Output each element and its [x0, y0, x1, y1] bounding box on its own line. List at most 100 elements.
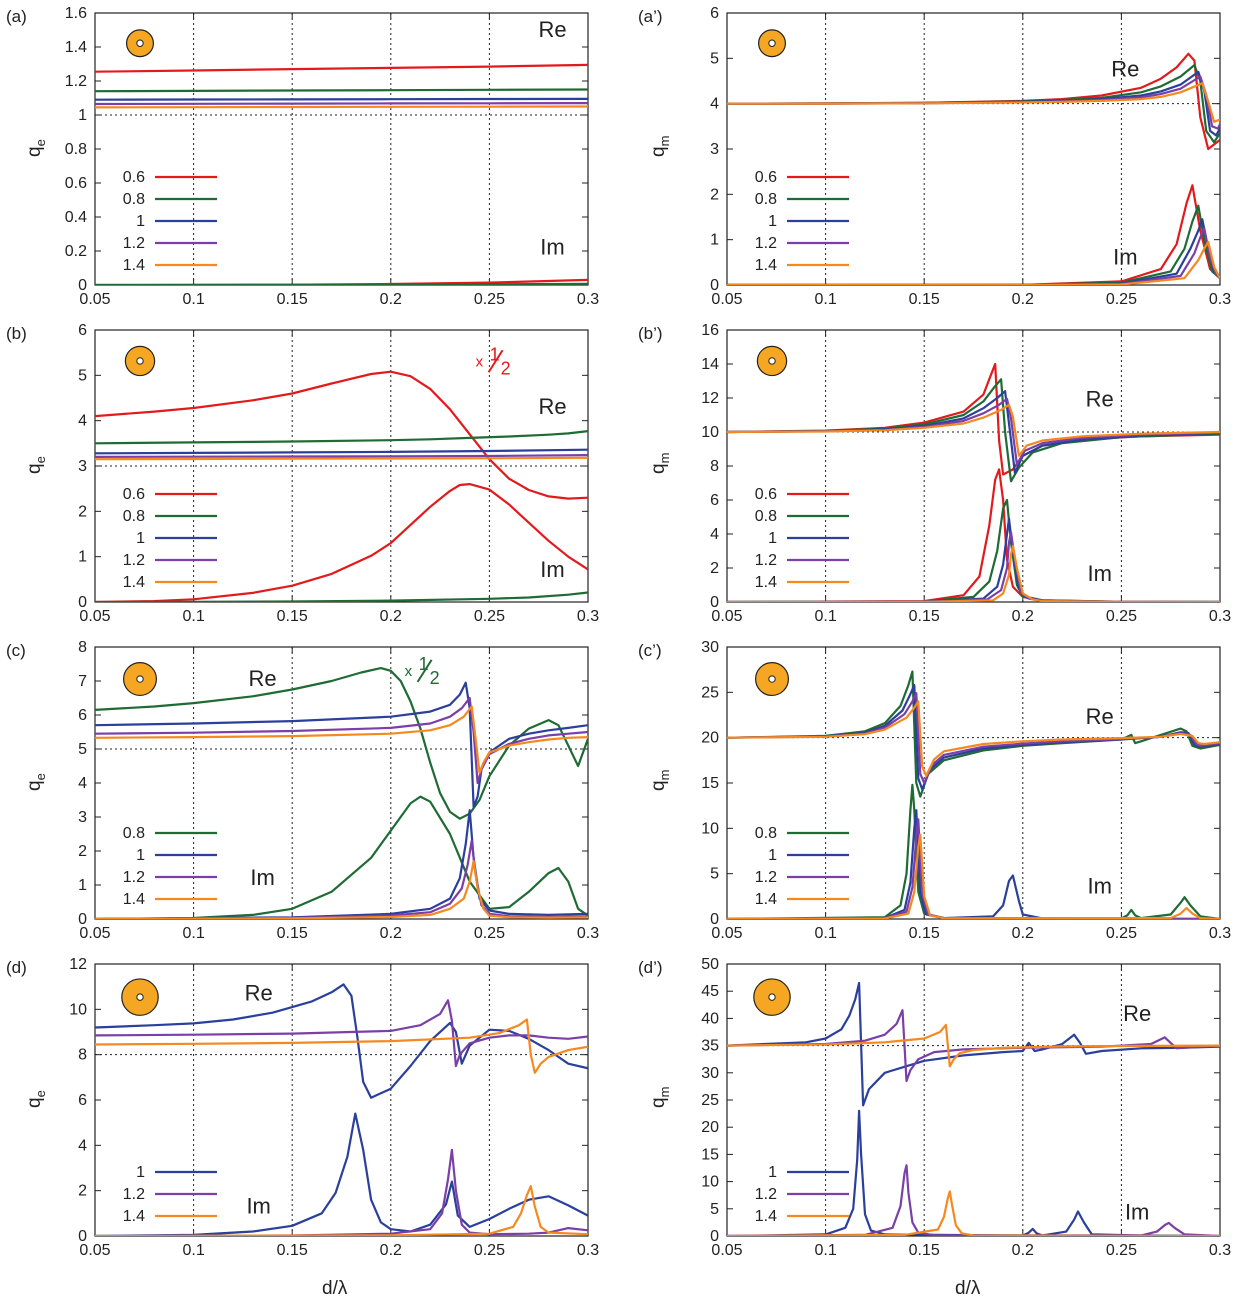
- y-tick-label: 25: [701, 684, 719, 701]
- scale-note-denominator: 2: [430, 668, 440, 688]
- y-tick-label: 4: [710, 526, 719, 543]
- legend-label: 1.4: [755, 574, 777, 591]
- series-line-re-1: [95, 448, 588, 455]
- chart-panel: (d’) 0.05 0.1 0.15 0.2 0.25 0.3 0 5 10 15 20 25 30 35 4…: [638, 956, 1231, 1259]
- x-tick-label: 0.3: [1209, 925, 1231, 942]
- y-tick-label: 0: [78, 911, 87, 928]
- y-tick-label: 8: [78, 1047, 87, 1064]
- x-tick-label: 0.2: [1012, 291, 1034, 308]
- series-line-re-1.4: [95, 456, 588, 461]
- y-tick-label: 14: [701, 356, 719, 373]
- series-group: [727, 52, 1220, 285]
- y-tick-label: 4: [78, 775, 87, 792]
- legend-label: 1: [136, 530, 145, 547]
- plot-frame: [94, 646, 589, 920]
- legend-label: 0.8: [755, 508, 777, 525]
- y-tick-label: 0: [710, 1228, 719, 1245]
- legend-label: 0.6: [755, 486, 777, 503]
- y-tick-label: 5: [710, 866, 719, 883]
- annotation-re: Re: [245, 980, 273, 1005]
- y-tick-label: 12: [701, 390, 719, 407]
- series-line-im-0.8: [95, 282, 588, 285]
- y-tick-label: 1: [78, 549, 87, 566]
- annotation-re: Re: [1111, 56, 1139, 81]
- series-line-re-0.8: [95, 430, 588, 445]
- y-tick-label: 3: [78, 809, 87, 826]
- y-tick-label: 6: [710, 492, 719, 509]
- legend-label: 0.8: [755, 825, 777, 842]
- x-tick-label: 0.2: [1012, 1242, 1034, 1259]
- legend-label: 0.8: [123, 825, 145, 842]
- x-tick-label: 0.1: [814, 1242, 836, 1259]
- y-axis-title: qm: [648, 136, 672, 157]
- x-tick-label: 0.2: [1012, 925, 1034, 942]
- legend-label: 1.4: [755, 891, 777, 908]
- y-tick-label: 25: [701, 1092, 719, 1109]
- x-tick-label: 0.15: [909, 608, 940, 625]
- legend-label: 1.2: [123, 552, 145, 569]
- legend-label: 1: [768, 847, 777, 864]
- y-tick-label: 15: [701, 775, 719, 792]
- y-tick-label: 2: [78, 843, 87, 860]
- x-tick-label: 0.05: [711, 608, 742, 625]
- y-tick-label: 3: [710, 141, 719, 158]
- x-tick-label: 0.2: [380, 291, 402, 308]
- y-tick-label: 0.6: [65, 175, 87, 192]
- y-tick-label: 5: [78, 367, 87, 384]
- x-tick-label: 0.05: [79, 1242, 110, 1259]
- series-line-re-0.8: [95, 666, 588, 820]
- series-line-re-1.2: [95, 696, 588, 785]
- y-tick-label: 4: [78, 413, 87, 430]
- legend-label: 1.2: [123, 869, 145, 886]
- x-tick-label: 0.15: [909, 291, 940, 308]
- x-tick-label: 0.3: [1209, 1242, 1231, 1259]
- y-tick-label: 0: [710, 594, 719, 611]
- y-tick-label: 6: [710, 5, 719, 22]
- x-tick-label: 0.25: [474, 291, 505, 308]
- scale-note-slash: [487, 349, 504, 373]
- y-tick-label: 0: [710, 277, 719, 294]
- y-tick-label: 2: [78, 1183, 87, 1200]
- y-tick-label: 8: [78, 639, 87, 656]
- legend-label: 1.2: [123, 1186, 145, 1203]
- annotation-re: Re: [249, 666, 277, 691]
- series-line-im-1: [95, 809, 588, 919]
- x-tick-label: 0.1: [182, 608, 204, 625]
- y-tick-label: 16: [701, 322, 719, 339]
- y-tick-label: 30: [701, 1065, 719, 1082]
- x-tick-label: 0.2: [380, 1242, 402, 1259]
- scale-note-x: x: [405, 663, 413, 680]
- series-group: [95, 63, 588, 285]
- series-line-im-1: [727, 218, 1220, 285]
- y-tick-label: 35: [701, 1038, 719, 1055]
- y-axis-title: qe: [24, 456, 48, 474]
- legend-label: 1.4: [755, 1208, 777, 1225]
- scale-note-numerator: 1: [419, 654, 429, 674]
- legend-label: 0.8: [755, 191, 777, 208]
- chart-panel: (b’) 0.05 0.1 0.15 0.2 0.25 0.3 0 2 4 6 8 10 12 14 16 qm…: [638, 322, 1231, 625]
- series-line-re-1.2: [95, 999, 588, 1068]
- x-tick-label: 0.1: [814, 291, 836, 308]
- legend-label: 1.2: [755, 1186, 777, 1203]
- legend-label: 1: [768, 1164, 777, 1181]
- series-line-re-1: [95, 681, 588, 808]
- x-tick-label: 0.05: [79, 291, 110, 308]
- annotation-re: Re: [538, 394, 566, 419]
- y-axis-title: qm: [648, 770, 672, 791]
- panel-label: (d): [6, 958, 27, 977]
- series-line-re-0.6: [727, 362, 1220, 476]
- plot-frame: [726, 329, 1221, 603]
- y-tick-label: 10: [701, 820, 719, 837]
- core-icon: [136, 993, 144, 1001]
- y-tick-label: 1: [78, 877, 87, 894]
- series-group: [95, 370, 588, 602]
- series-line-im-0.8: [95, 795, 588, 919]
- legend-label: 1.2: [755, 552, 777, 569]
- y-tick-label: 0: [78, 1228, 87, 1245]
- series-line-im-0.6: [727, 184, 1220, 285]
- panel-label: (b): [6, 324, 27, 343]
- x-tick-label: 0.25: [1106, 925, 1137, 942]
- y-tick-label: 2: [78, 503, 87, 520]
- series-line-im-0.8: [95, 591, 588, 602]
